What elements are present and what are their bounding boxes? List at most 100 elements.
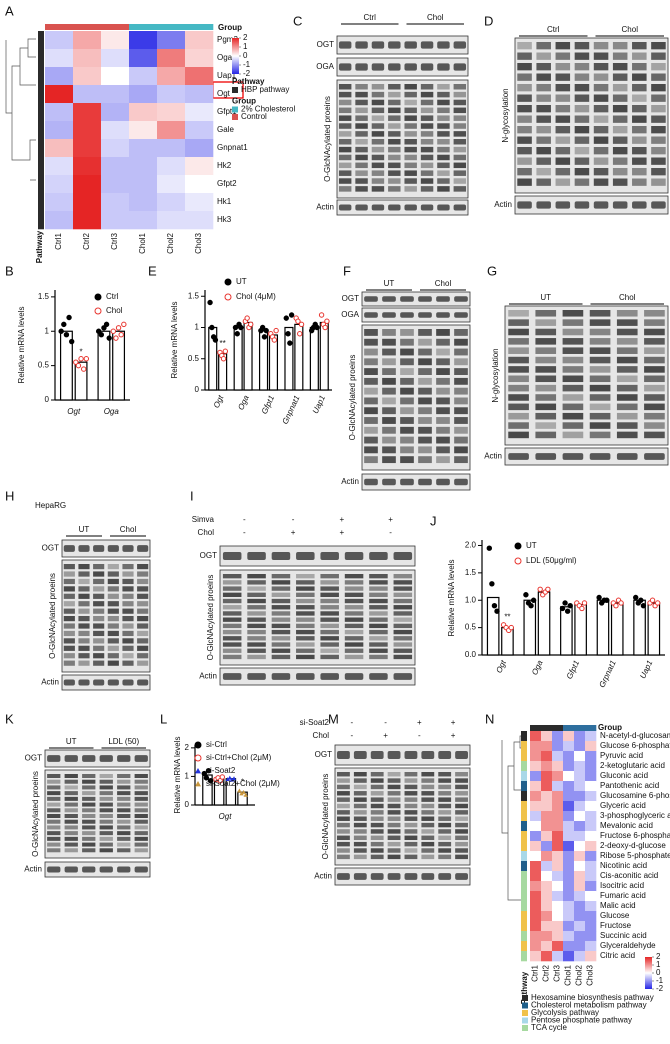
strip-label: O-GlcNAcylated proeins [321,774,330,860]
blot-band [535,375,557,383]
blot-band [421,751,435,759]
blot-band [371,63,385,71]
blot-band [616,356,638,364]
heatmap-cell [541,831,553,842]
heatmap-cell [552,751,564,762]
bar [202,774,213,806]
blot-band [344,623,364,629]
blot-band [436,397,450,405]
blot-band [137,679,149,686]
blot-band [589,347,611,354]
blot-band [453,63,467,71]
blot-band [555,136,571,144]
blot-band [388,139,401,145]
heatmap-cell [101,157,130,176]
heatmap-cell [552,941,564,952]
pathway-cell [521,731,527,742]
heatmap-cell [563,821,575,832]
blot-band [438,810,452,815]
blot-band [453,84,467,90]
blot-band [453,186,467,192]
row-label: Glucose [600,911,630,920]
panel-letter: C [293,13,302,28]
column-label: Chol3 [586,964,595,985]
data-point [205,768,212,774]
blot-band [355,186,368,192]
blot-band [355,204,368,211]
treatment-sign: - [418,731,421,740]
blot-band [371,146,385,153]
blot-band [344,636,364,641]
blot-band [134,866,148,873]
blot-strip [361,307,471,323]
data-point [212,337,219,343]
blot-band [247,648,266,653]
data-point [486,545,493,551]
blot-band [436,312,450,318]
heatmap-cell [585,751,597,762]
blot-band [421,797,435,802]
blot-band [82,842,96,847]
pathway-cell [521,841,527,852]
row-label: Glyceric acid [600,801,646,810]
data-point [80,366,87,372]
heatmap-cell [101,31,130,50]
blot-band [404,803,418,809]
heatmap-cell [157,139,186,158]
blot-band [455,841,468,847]
blot-band [388,115,401,121]
blot-band [134,819,148,824]
heatmap-cell [552,781,564,792]
data-point [324,318,330,324]
blot-band [382,338,396,346]
heatmap-cell [563,811,575,822]
blot-band [99,802,113,807]
blot-band [393,642,413,647]
heatmap-cell [541,921,553,932]
pathway-cell [521,941,527,952]
heatmap-cell [101,139,130,158]
blot-band [355,154,368,161]
group-label: UT [384,279,395,288]
blot-band [393,574,413,579]
pathway-cell [38,157,44,176]
heatmap-cell [185,67,214,86]
heatmap-cell [530,751,542,762]
blot-band [420,41,434,49]
data-point [638,597,644,603]
blot-band [437,84,450,90]
heatmap-cell [541,781,553,792]
bar [560,606,573,656]
blot-band [517,73,532,81]
blot-band [355,91,368,98]
blot-band [644,431,665,439]
data-point [604,597,610,603]
heatmap-cell [552,791,564,802]
blot-band [453,131,467,137]
blot-band [420,63,434,71]
blot-band [64,774,78,778]
heatmap-cell [574,801,586,812]
blot-band [370,848,384,853]
blot-band [535,384,557,392]
blot-band [574,168,590,176]
blot-band [393,580,413,585]
blot-band [616,422,638,429]
pathway-cell [521,921,527,932]
pathway-cell [521,771,527,782]
blot-band [382,387,396,395]
column-label: Chol1 [138,232,147,253]
panel-letter: M [328,711,339,726]
heatmap-cell [563,771,575,782]
heatmap-cell [129,157,158,176]
blot-band [370,784,384,790]
blot-band [644,422,665,429]
blot-band [508,328,529,336]
blot-band [344,617,364,622]
heatmap-cell [45,211,74,230]
x-tick-label: Oga [236,393,251,411]
blot-band [93,660,105,666]
treatment-sign: - [243,515,246,524]
blot-band [82,866,96,873]
blot-band [382,478,396,486]
